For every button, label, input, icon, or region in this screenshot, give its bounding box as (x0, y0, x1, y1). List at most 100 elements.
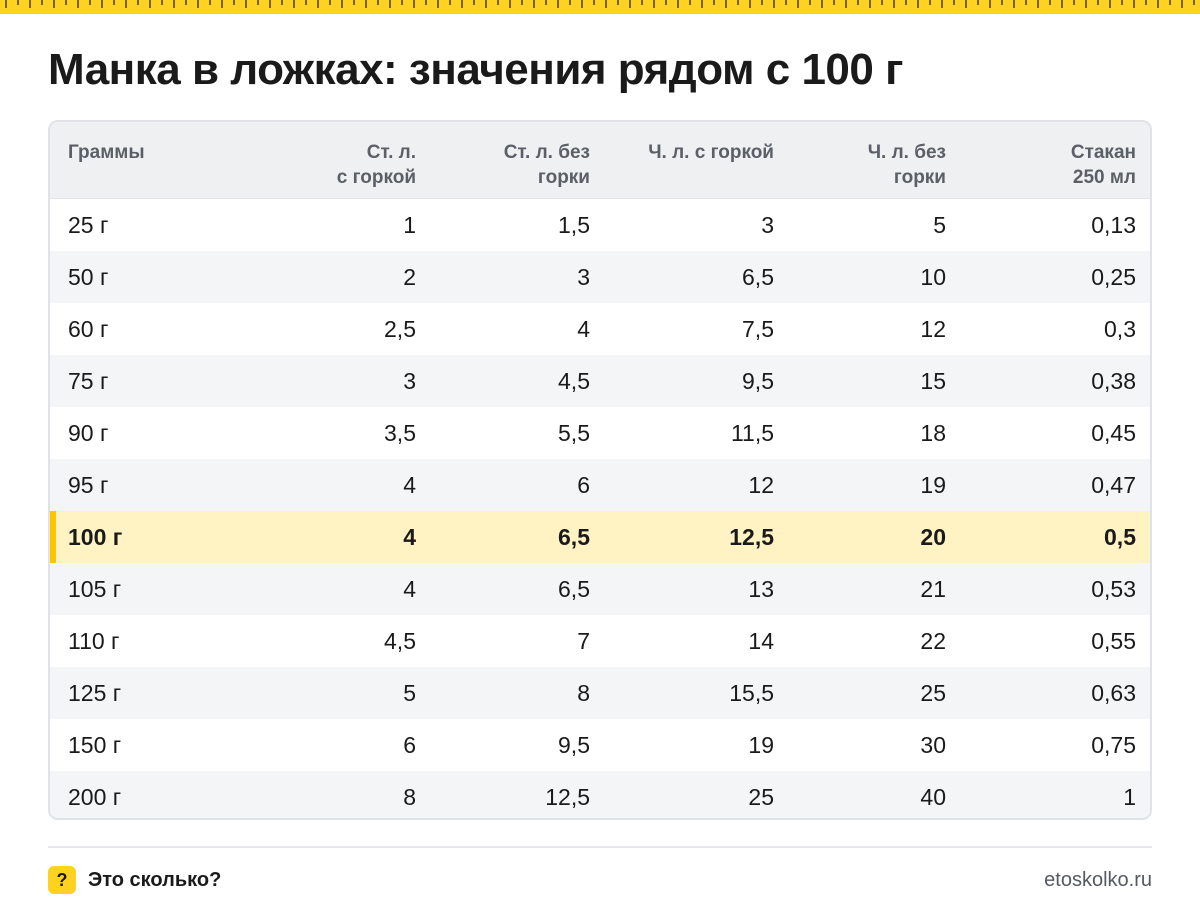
question-icon: ? (48, 866, 76, 894)
value-cell: 6 (577, 472, 590, 498)
grams-cell: 100 г (68, 524, 123, 550)
value-cell: 0,63 (1091, 680, 1136, 706)
value-cell: 6,5 (558, 576, 590, 602)
value-cell: 3 (761, 212, 774, 238)
grams-cell: 150 г (68, 732, 122, 758)
column-header-line1: Ст. л. (366, 142, 416, 163)
value-cell: 1,5 (558, 212, 590, 238)
value-cell: 19 (920, 472, 946, 498)
value-cell: 1 (1123, 784, 1136, 810)
column-header: Ч. л. без горки (796, 140, 946, 190)
brand-name: Это сколько? (88, 868, 222, 891)
value-cell: 4,5 (558, 368, 590, 394)
value-cell: 22 (920, 628, 946, 654)
value-cell: 10 (920, 264, 946, 290)
grams-cell: 50 г (68, 264, 109, 290)
value-cell: 4 (403, 472, 416, 498)
column-header: Ст. л. с горкой (266, 140, 416, 190)
conversion-table: Граммы Ст. л. с горкой Ст. л. без горки Ч. л.… (48, 120, 1152, 820)
value-cell: 4,5 (384, 628, 416, 654)
column-header-line2: 250 мл (1072, 167, 1136, 188)
value-cell: 18 (920, 420, 946, 446)
table-row: 105 г 4 6,5 13 21 0,53 (50, 563, 1150, 615)
value-cell: 4 (403, 576, 416, 602)
value-cell: 4 (403, 524, 416, 550)
column-header: Ч. л. с горкой (610, 140, 774, 165)
value-cell: 5 (933, 212, 946, 238)
value-cell: 15 (920, 368, 946, 394)
value-cell: 0,45 (1091, 420, 1136, 446)
value-cell: 0,13 (1091, 212, 1136, 238)
column-header-line2: горки (537, 167, 590, 188)
value-cell: 0,25 (1091, 264, 1136, 290)
table-row: 25 г 1 1,5 3 5 0,13 (50, 199, 1150, 251)
column-header-line2: с горкой (336, 167, 416, 188)
value-cell: 1 (403, 212, 416, 238)
value-cell: 20 (920, 524, 946, 550)
value-cell: 19 (748, 732, 774, 758)
value-cell: 12,5 (545, 784, 590, 810)
value-cell: 9,5 (742, 368, 774, 394)
value-cell: 2 (403, 264, 416, 290)
value-cell: 9,5 (558, 732, 590, 758)
table-row: 50 г 2 3 6,5 10 0,25 (50, 251, 1150, 303)
ruler-ticks (5, 0, 1195, 8)
table-row: 110 г 4,5 7 14 22 0,55 (50, 615, 1150, 667)
column-header: Граммы (68, 140, 268, 165)
value-cell: 12,5 (729, 524, 774, 550)
site-url: etoskolko.ru (1044, 869, 1152, 891)
value-cell: 11,5 (730, 420, 774, 446)
grams-cell: 200 г (68, 784, 122, 810)
value-cell: 40 (920, 784, 946, 810)
column-header-line1: Стакан (1070, 142, 1136, 163)
table-row: 150 г 6 9,5 19 30 0,75 (50, 719, 1150, 771)
table-header: Граммы Ст. л. с горкой Ст. л. без горки Ч. л.… (50, 122, 1150, 199)
value-cell: 8 (577, 680, 590, 706)
grams-cell: 75 г (68, 368, 109, 394)
value-cell: 0,47 (1091, 472, 1136, 498)
grams-cell: 60 г (68, 316, 109, 342)
value-cell: 0,75 (1091, 732, 1136, 758)
value-cell: 12 (748, 472, 774, 498)
value-cell: 13 (748, 576, 774, 602)
page-title: Манка в ложках: значения рядом с 100 г (48, 45, 903, 94)
column-header-line1: Ч. л. без (867, 142, 946, 163)
table-row-highlighted: 100 г 4 6,5 12,5 20 0,5 (50, 511, 1150, 563)
column-header-line1: Ст. л. без (503, 142, 590, 163)
value-cell: 30 (920, 732, 946, 758)
value-cell: 7,5 (742, 316, 774, 342)
table-row: 95 г 4 6 12 19 0,47 (50, 459, 1150, 511)
value-cell: 6 (403, 732, 416, 758)
column-header: Стакан 250 мл (968, 140, 1136, 190)
column-header: Ст. л. без горки (438, 140, 590, 190)
grams-cell: 105 г (68, 576, 122, 602)
table-row: 125 г 5 8 15,5 25 0,63 (50, 667, 1150, 719)
grams-cell: 90 г (68, 420, 109, 446)
table-row: 60 г 2,5 4 7,5 12 0,3 (50, 303, 1150, 355)
value-cell: 5,5 (558, 420, 590, 446)
value-cell: 7 (577, 628, 590, 654)
grams-cell: 95 г (68, 472, 109, 498)
value-cell: 0,3 (1104, 316, 1136, 342)
column-header-line2: горки (893, 167, 946, 188)
grams-cell: 25 г (68, 212, 109, 238)
table-row: 200 г 8 12,5 25 40 1 (50, 771, 1150, 818)
grams-cell: 110 г (68, 628, 120, 654)
value-cell: 4 (577, 316, 590, 342)
brand-logo: ? Это сколько? (48, 866, 221, 894)
value-cell: 12 (920, 316, 946, 342)
table-row: 90 г 3,5 5,5 11,5 18 0,45 (50, 407, 1150, 459)
value-cell: 25 (920, 680, 946, 706)
value-cell: 6,5 (742, 264, 774, 290)
column-header-line1: Ч. л. с горкой (648, 142, 774, 163)
table-body: 25 г 1 1,5 3 5 0,13 50 г 2 3 6,5 10 0,25 60 г 2,5 4 7,5… (50, 199, 1150, 818)
value-cell: 2,5 (384, 316, 416, 342)
value-cell: 8 (403, 784, 416, 810)
table-row: 75 г 3 4,5 9,5 15 0,38 (50, 355, 1150, 407)
value-cell: 21 (920, 576, 946, 602)
ruler-strip (0, 0, 1200, 14)
value-cell: 0,55 (1091, 628, 1136, 654)
footer-divider (48, 846, 1152, 848)
value-cell: 0,38 (1091, 368, 1136, 394)
value-cell: 5 (403, 680, 416, 706)
